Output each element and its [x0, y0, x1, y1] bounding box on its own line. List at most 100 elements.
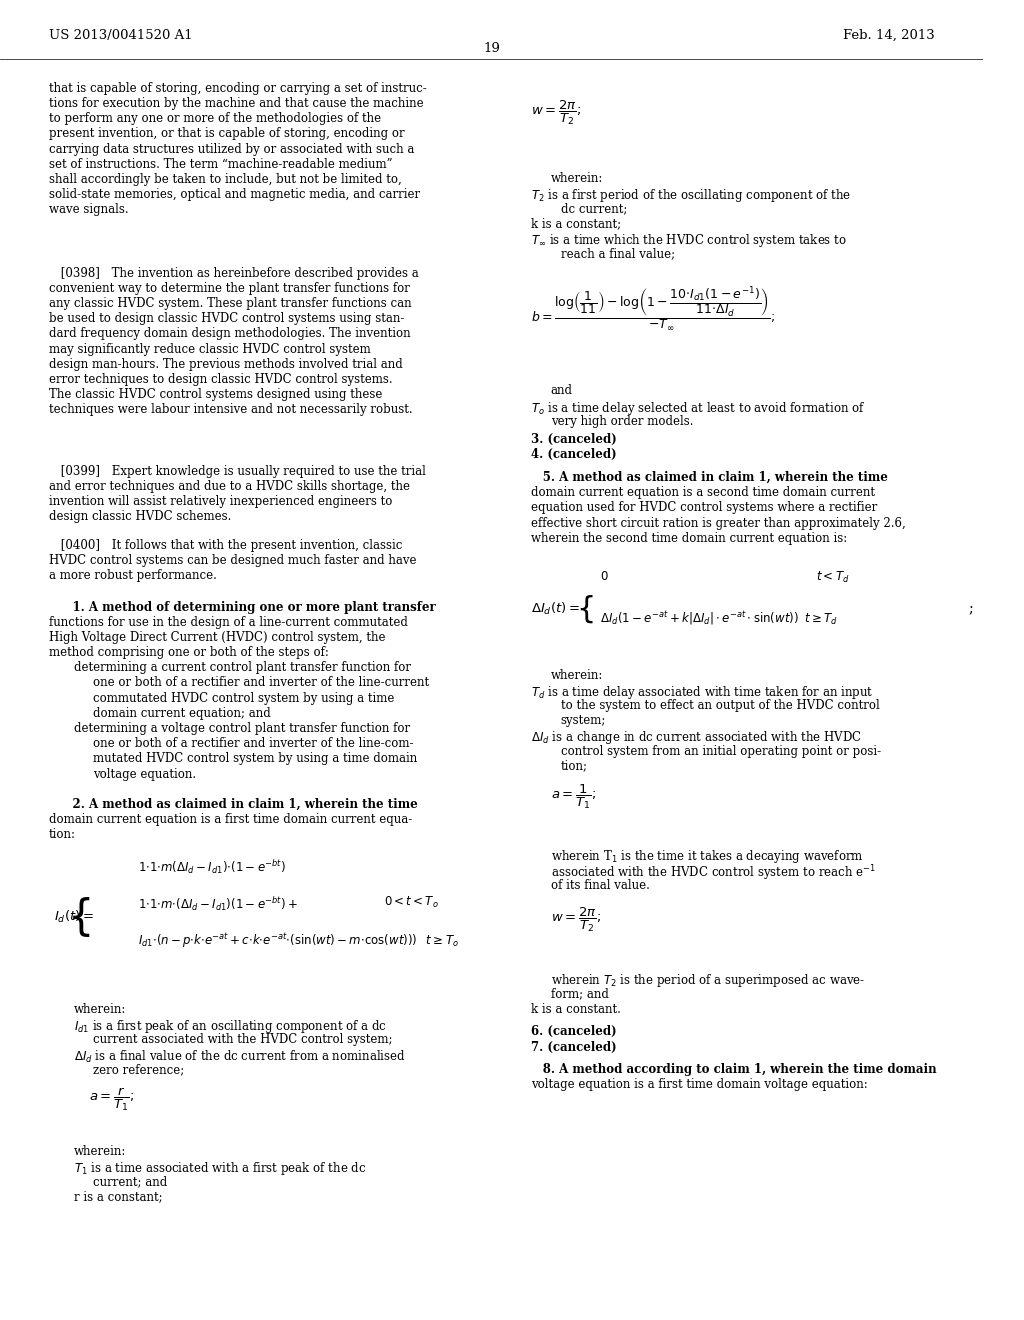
Text: current; and: current; and [93, 1175, 168, 1188]
Text: functions for use in the design of a line-current commutated: functions for use in the design of a lin… [49, 615, 408, 628]
Text: tion:: tion: [49, 829, 76, 841]
Text: $1{\cdot}1{\cdot}m(\Delta I_d - I_{d1}){\cdot}(1 - e^{-bt})$: $1{\cdot}1{\cdot}m(\Delta I_d - I_{d1}){… [137, 858, 286, 875]
Text: system;: system; [560, 714, 606, 727]
Text: present invention, or that is capable of storing, encoding or: present invention, or that is capable of… [49, 128, 404, 140]
Text: solid-state memories, optical and magnetic media, and carrier: solid-state memories, optical and magnet… [49, 189, 420, 201]
Text: determining a current control plant transfer function for: determining a current control plant tran… [74, 661, 411, 675]
Text: that is capable of storing, encoding or carrying a set of instruc-: that is capable of storing, encoding or … [49, 82, 427, 95]
Text: mutated HVDC control system by using a time domain: mutated HVDC control system by using a t… [93, 752, 418, 766]
Text: $I_{d1}$ is a first peak of an oscillating component of a dc: $I_{d1}$ is a first peak of an oscillati… [74, 1018, 387, 1035]
Text: method comprising one or both of the steps of:: method comprising one or both of the ste… [49, 645, 329, 659]
Text: wherein:: wherein: [551, 172, 603, 185]
Text: $\Delta I_d$ is a final value of the dc current from a nominalised: $\Delta I_d$ is a final value of the dc … [74, 1048, 406, 1064]
Text: associated with the HVDC control system to reach e$^{-1}$: associated with the HVDC control system … [551, 863, 876, 883]
Text: voltage equation is a first time domain voltage equation:: voltage equation is a first time domain … [531, 1078, 867, 1092]
Text: 6. (canceled): 6. (canceled) [531, 1026, 616, 1039]
Text: High Voltage Direct Current (HVDC) control system, the: High Voltage Direct Current (HVDC) contr… [49, 631, 386, 644]
Text: tion;: tion; [560, 760, 588, 772]
Text: $\Delta I_d(1 - e^{-at} + k|\Delta I_d| \cdot e^{-at} \cdot \sin(wt))\;\;t \geq : $\Delta I_d(1 - e^{-at} + k|\Delta I_d| … [600, 610, 838, 627]
Text: [0400] It follows that with the present invention, classic: [0400] It follows that with the present … [49, 539, 402, 552]
Text: $\{$: $\{$ [577, 594, 594, 626]
Text: commutated HVDC control system by using a time: commutated HVDC control system by using … [93, 692, 395, 705]
Text: [0398] The invention as hereinbefore described provides a: [0398] The invention as hereinbefore des… [49, 267, 419, 280]
Text: design man-hours. The previous methods involved trial and: design man-hours. The previous methods i… [49, 358, 402, 371]
Text: zero reference;: zero reference; [93, 1064, 184, 1077]
Text: $I_d(t)=$: $I_d(t)=$ [54, 909, 94, 925]
Text: r is a constant;: r is a constant; [74, 1191, 163, 1204]
Text: $t < T_d$: $t < T_d$ [816, 570, 850, 585]
Text: techniques were labour intensive and not necessarily robust.: techniques were labour intensive and not… [49, 404, 413, 416]
Text: be used to design classic HVDC control systems using stan-: be used to design classic HVDC control s… [49, 312, 404, 325]
Text: invention will assist relatively inexperienced engineers to: invention will assist relatively inexper… [49, 495, 392, 508]
Text: $0 < t < T_o$: $0 < t < T_o$ [384, 895, 438, 909]
Text: reach a final value;: reach a final value; [560, 248, 675, 260]
Text: 2. A method as claimed in claim 1, wherein the time: 2. A method as claimed in claim 1, where… [49, 797, 418, 810]
Text: carrying data structures utilized by or associated with such a: carrying data structures utilized by or … [49, 143, 415, 156]
Text: determining a voltage control plant transfer function for: determining a voltage control plant tran… [74, 722, 410, 735]
Text: and: and [551, 384, 572, 397]
Text: $w = \dfrac{2\pi}{T_2}$;: $w = \dfrac{2\pi}{T_2}$; [531, 99, 581, 127]
Text: ;: ; [969, 602, 974, 616]
Text: design classic HVDC schemes.: design classic HVDC schemes. [49, 510, 231, 523]
Text: $w = \dfrac{2\pi}{T_2}$;: $w = \dfrac{2\pi}{T_2}$; [551, 907, 601, 935]
Text: error techniques to design classic HVDC control systems.: error techniques to design classic HVDC … [49, 372, 393, 385]
Text: The classic HVDC control systems designed using these: The classic HVDC control systems designe… [49, 388, 383, 401]
Text: US 2013/0041520 A1: US 2013/0041520 A1 [49, 29, 193, 42]
Text: $a = \dfrac{1}{T_1}$;: $a = \dfrac{1}{T_1}$; [551, 783, 596, 810]
Text: $b = \dfrac{\log\!\left(\dfrac{1}{11}\right) - \log\!\left(1 - \dfrac{10{\cdot}I: $b = \dfrac{\log\!\left(\dfrac{1}{11}\ri… [531, 285, 775, 333]
Text: $T_\infty$ is a time which the HVDC control system takes to: $T_\infty$ is a time which the HVDC cont… [531, 232, 847, 249]
Text: domain current equation is a second time domain current: domain current equation is a second time… [531, 486, 876, 499]
Text: HVDC control systems can be designed much faster and have: HVDC control systems can be designed muc… [49, 554, 417, 566]
Text: $T_o$ is a time delay selected at least to avoid formation of: $T_o$ is a time delay selected at least … [531, 400, 865, 417]
Text: 1. A method of determining one or more plant transfer: 1. A method of determining one or more p… [49, 601, 436, 614]
Text: wave signals.: wave signals. [49, 203, 129, 216]
Text: wherein:: wherein: [74, 1144, 126, 1158]
Text: dc current;: dc current; [560, 202, 627, 215]
Text: 5. A method as claimed in claim 1, wherein the time: 5. A method as claimed in claim 1, where… [531, 471, 888, 484]
Text: shall accordingly be taken to include, but not be limited to,: shall accordingly be taken to include, b… [49, 173, 402, 186]
Text: $T_d$ is a time delay associated with time taken for an input: $T_d$ is a time delay associated with ti… [531, 684, 873, 701]
Text: $\{$: $\{$ [67, 895, 90, 939]
Text: $\Delta I_d(t) =$: $\Delta I_d(t) =$ [531, 601, 580, 618]
Text: current associated with the HVDC control system;: current associated with the HVDC control… [93, 1034, 393, 1047]
Text: $0$: $0$ [600, 570, 608, 582]
Text: $T_2$ is a first period of the oscillating component of the: $T_2$ is a first period of the oscillati… [531, 186, 851, 203]
Text: 4. (canceled): 4. (canceled) [531, 449, 616, 461]
Text: domain current equation; and: domain current equation; and [93, 708, 271, 719]
Text: k is a constant;: k is a constant; [531, 216, 622, 230]
Text: wherein $T_2$ is the period of a superimposed ac wave-: wherein $T_2$ is the period of a superim… [551, 972, 865, 989]
Text: wherein:: wherein: [74, 1003, 126, 1016]
Text: very high order models.: very high order models. [551, 414, 693, 428]
Text: equation used for HVDC control systems where a rectifier: equation used for HVDC control systems w… [531, 502, 878, 515]
Text: and error techniques and due to a HVDC skills shortage, the: and error techniques and due to a HVDC s… [49, 479, 411, 492]
Text: Feb. 14, 2013: Feb. 14, 2013 [843, 29, 934, 42]
Text: set of instructions. The term “machine-readable medium”: set of instructions. The term “machine-r… [49, 158, 393, 170]
Text: a more robust performance.: a more robust performance. [49, 569, 217, 582]
Text: $I_{d1}{\cdot}(n - p{\cdot}k{\cdot}e^{-at} + c{\cdot}k{\cdot}e^{-at}{\cdot}(\sin: $I_{d1}{\cdot}(n - p{\cdot}k{\cdot}e^{-a… [137, 932, 459, 950]
Text: 7. (canceled): 7. (canceled) [531, 1040, 616, 1053]
Text: k is a constant.: k is a constant. [531, 1003, 621, 1015]
Text: 19: 19 [483, 42, 500, 55]
Text: to perform any one or more of the methodologies of the: to perform any one or more of the method… [49, 112, 381, 125]
Text: wherein:: wherein: [551, 669, 603, 681]
Text: control system from an initial operating point or posi-: control system from an initial operating… [560, 744, 881, 758]
Text: convenient way to determine the plant transfer functions for: convenient way to determine the plant tr… [49, 281, 410, 294]
Text: $\Delta I_d$ is a change in dc current associated with the HVDC: $\Delta I_d$ is a change in dc current a… [531, 730, 862, 746]
Text: $T_1$ is a time associated with a first peak of the dc: $T_1$ is a time associated with a first … [74, 1160, 367, 1177]
Text: voltage equation.: voltage equation. [93, 767, 197, 780]
Text: one or both of a rectifier and inverter of the line-current: one or both of a rectifier and inverter … [93, 676, 429, 689]
Text: any classic HVDC system. These plant transfer functions can: any classic HVDC system. These plant tra… [49, 297, 412, 310]
Text: effective short circuit ration is greater than approximately 2.6,: effective short circuit ration is greate… [531, 516, 906, 529]
Text: form; and: form; and [551, 987, 608, 1001]
Text: tions for execution by the machine and that cause the machine: tions for execution by the machine and t… [49, 98, 424, 110]
Text: $a = \dfrac{r}{T_1}$;: $a = \dfrac{r}{T_1}$; [88, 1085, 134, 1113]
Text: domain current equation is a first time domain current equa-: domain current equation is a first time … [49, 813, 413, 826]
Text: [0399] Expert knowledge is usually required to use the trial: [0399] Expert knowledge is usually requi… [49, 465, 426, 478]
Text: 3. (canceled): 3. (canceled) [531, 433, 616, 446]
Text: one or both of a rectifier and inverter of the line-com-: one or both of a rectifier and inverter … [93, 737, 414, 750]
Text: dard frequency domain design methodologies. The invention: dard frequency domain design methodologi… [49, 327, 411, 341]
Text: to the system to effect an output of the HVDC control: to the system to effect an output of the… [560, 700, 880, 711]
Text: wherein T$_1$ is the time it takes a decaying waveform: wherein T$_1$ is the time it takes a dec… [551, 849, 863, 866]
Text: $1{\cdot}1{\cdot}m{\cdot}(\Delta I_d - I_{d1})(1 - e^{-bt}) +$: $1{\cdot}1{\cdot}m{\cdot}(\Delta I_d - I… [137, 895, 298, 912]
Text: may significantly reduce classic HVDC control system: may significantly reduce classic HVDC co… [49, 342, 371, 355]
